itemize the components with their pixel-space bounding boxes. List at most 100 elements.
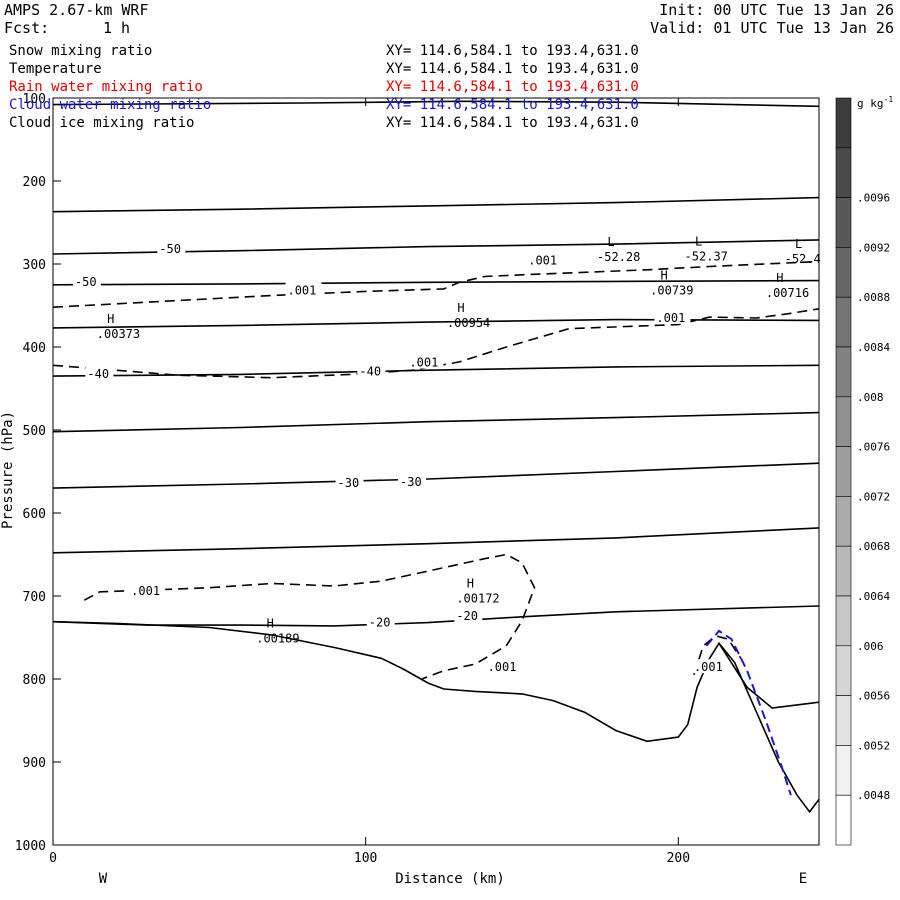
label-backing [398, 474, 427, 489]
y-tick-label: 200 [23, 175, 46, 190]
snow-contours [52, 260, 820, 680]
colorbar-swatch [835, 496, 852, 547]
colorbar-tick-label: .0072 [857, 490, 890, 503]
colorbar-swatch [835, 296, 852, 348]
temperature-low-value: -52.4 [785, 252, 821, 266]
y-tick-label: 400 [23, 341, 46, 356]
low-marker: L [695, 234, 702, 248]
label-backing [285, 282, 322, 297]
x-end-label-east: E [799, 871, 807, 887]
temperature-contour-label: -50 [159, 242, 181, 256]
field-name: Temperature [9, 61, 102, 77]
colorbar-unit: g kg-1 [857, 95, 893, 110]
high-marker: H [467, 577, 474, 591]
colorbar-swatch [835, 595, 852, 647]
low-marker: L [607, 235, 614, 249]
colorbar-swatch [835, 147, 852, 198]
temperature-contour-label: -20 [456, 609, 478, 623]
colorbar-tick-label: .0092 [857, 241, 890, 254]
y-tick-label: 100 [23, 92, 46, 107]
snow-high-value: .00189 [256, 632, 299, 646]
temperature-contour [52, 318, 820, 329]
snow-high-value: .00172 [456, 592, 499, 606]
temperature-contour-label: -40 [359, 365, 381, 379]
temperature-low-value: -52.28 [597, 250, 640, 264]
temperature-contour-label: -20 [369, 615, 391, 629]
temperature-contour [52, 279, 820, 286]
temperature-contour-label: -30 [338, 476, 360, 490]
temperature-low-value: -52.37 [685, 249, 728, 263]
colorbar-swatch [835, 695, 852, 746]
colorbar-tick-label: .0048 [857, 789, 890, 802]
label-backing [85, 366, 114, 381]
cloud-water-contours [705, 629, 792, 796]
colorbar-swatch [835, 396, 852, 447]
field-name: Rain water mixing ratio [9, 79, 203, 95]
forecast-label: Fcst: [4, 19, 50, 37]
colorbar-swatch [835, 247, 852, 298]
label-backing [72, 274, 101, 289]
snow-high-value: .00373 [97, 327, 140, 341]
y-tick-label: 900 [23, 756, 46, 771]
temperature-contour [52, 411, 820, 433]
high-marker: H [661, 269, 668, 283]
label-backing [654, 309, 691, 324]
model-title: AMPS 2.67-km WRF [4, 1, 149, 19]
temperature-contour-label: -40 [87, 367, 109, 381]
colorbar-tick-label: .0076 [857, 441, 890, 454]
label-backing [526, 252, 563, 267]
terrain-surface [52, 620, 820, 814]
label-backing [454, 607, 483, 622]
field-xy-range: XY= 114.6,584.1 to 193.4,631.0 [386, 61, 639, 77]
snow-contour-label: .001 [528, 254, 557, 268]
field-xy-range: XY= 114.6,584.1 to 193.4,631.0 [386, 79, 639, 95]
temperature-contours [52, 100, 820, 709]
snow-contour-label: .001 [409, 356, 438, 370]
colorbar-unit-exponent: -1 [884, 95, 894, 104]
colorbar-swatch [835, 197, 852, 248]
colorbar-swatch [835, 645, 852, 696]
colorbar-tick-label: .0088 [857, 291, 890, 304]
y-tick-label: 700 [23, 590, 46, 605]
label-backing [407, 354, 444, 369]
temperature-contour [52, 364, 820, 377]
label-backing [335, 474, 364, 489]
temperature-contour [52, 462, 820, 489]
snow-contour-label: .001 [656, 311, 685, 325]
colorbar: .0096 .0092 .0088 .0084 .008 .0076 .0072 .0068.… [835, 95, 893, 846]
snow-contour [52, 308, 820, 379]
snow-high-value: .00739 [650, 284, 693, 298]
colorbar-swatch [835, 794, 852, 846]
field-xy-range: XY= 114.6,584.1 to 193.4,631.0 [386, 43, 639, 59]
y-tick-label: 800 [23, 673, 46, 688]
label-backing [485, 659, 522, 674]
y-tick-label: 300 [23, 258, 46, 273]
colorbar-tick-label: .0068 [857, 540, 890, 553]
x-tick-label: 0 [49, 851, 57, 866]
cloud-water-contour [705, 629, 792, 796]
colorbar-tick-label: .0064 [857, 590, 890, 603]
field-name: Cloud ice mixing ratio [9, 115, 195, 131]
colorbar-tick-label: .0084 [857, 341, 890, 354]
forecast-value: 1 h [103, 19, 131, 37]
contour-labels: -50 -50 -40 -40 -30 -30 -20 -20 .001 .001 .001 .001… [72, 234, 821, 674]
snow-high-value: .00954 [447, 316, 490, 330]
x-tick-label: 100 [354, 851, 377, 866]
x-axis-label: Distance (km) [395, 871, 505, 887]
colorbar-swatch [835, 545, 852, 597]
plot-frame [52, 97, 820, 846]
colorbar-tick-label: .006 [857, 640, 884, 653]
temperature-contour [718, 642, 820, 709]
x-end-label-west: W [99, 871, 108, 887]
y-tick-label: 600 [23, 507, 46, 522]
label-backing [366, 614, 395, 629]
colorbar-swatch [835, 346, 852, 398]
snow-contour-label: .001 [488, 660, 517, 674]
y-axis-label: Pressure (hPa) [0, 411, 16, 529]
label-backing [691, 659, 728, 674]
snow-contour [52, 260, 820, 308]
snow-high-value: .00716 [766, 286, 809, 300]
temperature-contour [52, 196, 820, 213]
label-backing [157, 240, 186, 255]
